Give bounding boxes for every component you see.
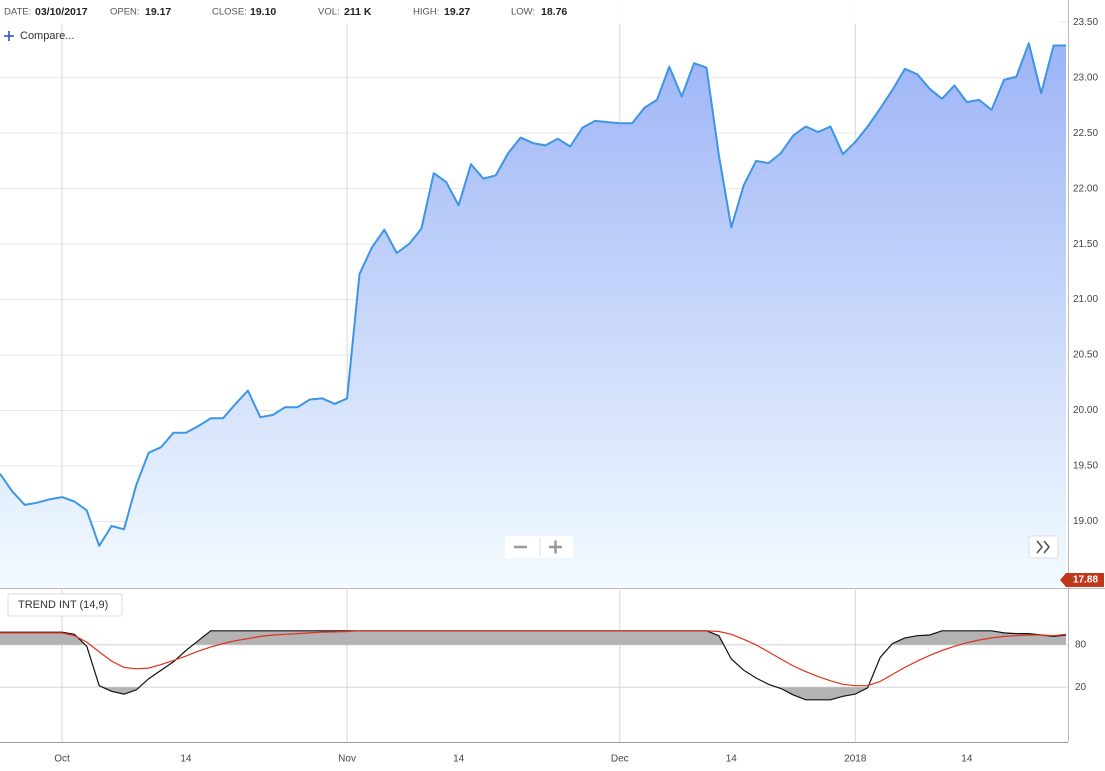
zoom-controls (505, 536, 573, 558)
y-tick-label: 19.00 (1073, 516, 1098, 527)
last-value-label: 17.88 (1073, 575, 1098, 586)
header-value: 211 K (344, 6, 372, 18)
y-tick-label: 23.00 (1073, 72, 1098, 83)
y-tick-label: 22.00 (1073, 183, 1098, 194)
header-label: CLOSE: (212, 7, 247, 18)
x-tick-label: Oct (54, 754, 70, 765)
y-tick-label: 80 (1075, 640, 1087, 651)
x-tick-label: Dec (611, 754, 629, 765)
y-tick-label: 20 (1075, 682, 1087, 693)
price-line (0, 42, 1066, 547)
x-tick-label: 14 (726, 754, 738, 765)
x-tick-label: 14 (453, 754, 465, 765)
header-value: 19.10 (250, 6, 276, 18)
oversold-fill (102, 687, 868, 700)
y-tick-label: 22.50 (1073, 128, 1098, 139)
header-value: 18.76 (541, 6, 567, 18)
header-value: 19.17 (145, 6, 171, 18)
indicator-line (0, 630, 1067, 687)
compare-button[interactable]: Compare... (20, 30, 74, 42)
last-value-badge (1060, 573, 1104, 587)
x-tick-label: 14 (961, 754, 973, 765)
y-tick-label: 21.50 (1073, 239, 1098, 250)
header-value: 19.27 (444, 6, 470, 18)
header-label: VOL: (318, 7, 340, 18)
header-label: OPEN: (110, 7, 140, 18)
y-tick-label: 23.50 (1073, 17, 1098, 28)
header-label: DATE: (4, 7, 31, 18)
header-value: 03/10/2017 (35, 6, 88, 18)
x-tick-label: 2018 (844, 754, 867, 765)
x-tick-label: Nov (338, 754, 356, 765)
y-tick-label: 19.50 (1073, 461, 1098, 472)
indicator-title: TREND INT (14,9) (18, 599, 108, 611)
indicator-title-box (7, 593, 123, 617)
y-tick-label: 21.00 (1073, 294, 1098, 305)
area-fill (0, 43, 1066, 589)
header-label: HIGH: (413, 7, 439, 18)
header-label: LOW: (511, 7, 535, 18)
y-tick-label: 20.00 (1073, 405, 1098, 416)
scroll-button[interactable] (1028, 535, 1059, 559)
y-tick-label: 20.50 (1073, 350, 1098, 361)
overbought-fill (0, 630, 1066, 645)
x-tick-label: 14 (180, 754, 192, 765)
header-bg (0, 0, 1060, 24)
